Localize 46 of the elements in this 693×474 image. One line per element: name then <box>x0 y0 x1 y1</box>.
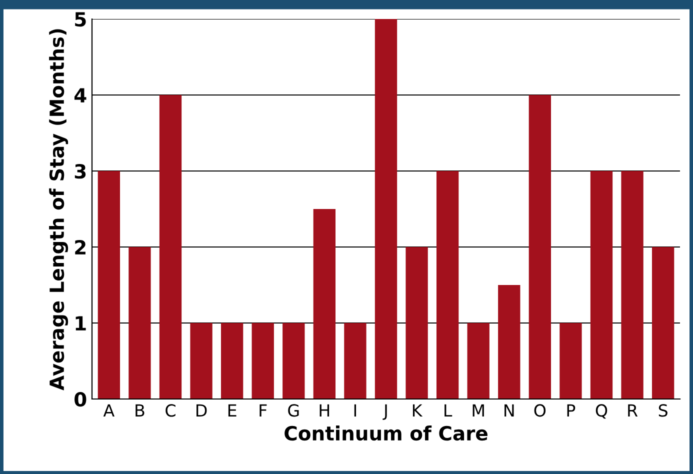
x-tick-label: H <box>320 404 330 417</box>
y-axis-title: Average Length of Stay (Months) <box>49 29 68 390</box>
x-tick-label: G <box>288 404 299 417</box>
y-tick-label: 3 <box>74 164 86 179</box>
x-tick-label: K <box>412 404 423 417</box>
bar <box>98 171 120 399</box>
bar <box>159 95 182 399</box>
bar <box>374 19 398 399</box>
x-tick-label: N <box>504 404 514 417</box>
x-tick-label: D <box>196 404 207 417</box>
bar <box>436 171 459 399</box>
x-tick-label: L <box>444 404 452 417</box>
bar <box>590 171 613 399</box>
bar <box>190 323 212 399</box>
y-tick-label: 4 <box>74 88 86 102</box>
y-tick-label: 5 <box>75 12 86 27</box>
bar <box>621 171 644 399</box>
bar <box>560 323 582 399</box>
bar <box>128 247 151 399</box>
bar <box>313 209 336 399</box>
x-tick-label: R <box>628 404 638 417</box>
bar <box>528 95 552 399</box>
bar <box>652 247 674 399</box>
x-tick-label: M <box>472 404 484 417</box>
bar <box>498 285 520 399</box>
bar <box>220 323 244 399</box>
y-tick-label: 0 <box>74 392 86 407</box>
bar <box>252 323 274 399</box>
bar <box>344 323 366 399</box>
x-tick-label: B <box>136 404 144 417</box>
x-tick-label: F <box>260 404 267 417</box>
x-tick-label: P <box>567 404 576 417</box>
x-axis-title: Continuum of Care <box>284 426 488 441</box>
y-tick-label: 1 <box>76 316 86 330</box>
x-tick-label: I <box>354 404 356 417</box>
bar <box>282 323 305 399</box>
x-tick-label: O <box>534 404 546 417</box>
bar <box>467 323 490 399</box>
x-tick-label: S <box>658 404 668 417</box>
y-tick-label: 2 <box>75 240 86 254</box>
x-tick-label: Q <box>596 404 608 419</box>
x-tick-label: A <box>103 404 114 417</box>
x-tick-label: C <box>166 404 176 417</box>
x-tick-label: J <box>382 404 387 420</box>
bar <box>406 247 428 399</box>
x-tick-label: E <box>228 404 236 417</box>
